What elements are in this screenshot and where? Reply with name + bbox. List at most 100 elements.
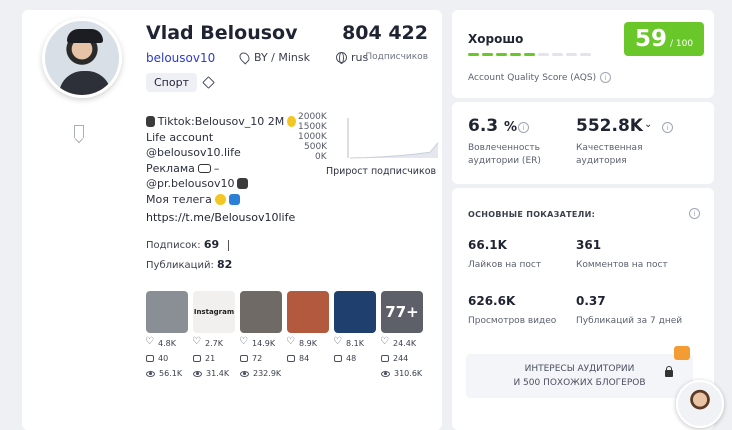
- quality-bar-segment: [510, 53, 521, 56]
- audience-interests-button[interactable]: ИНТЕРЕСЫ АУДИТОРИИ И 500 ПОХОЖИХ БЛОГЕРО…: [466, 354, 693, 398]
- heart-icon: [333, 336, 342, 347]
- post-likes-value: 2.7K: [205, 339, 223, 348]
- views-icon: [146, 370, 155, 377]
- post-thumbnail[interactable]: Instagram: [193, 291, 235, 333]
- y-tick-label: 1500K: [298, 122, 327, 132]
- info-icon[interactable]: i: [662, 122, 673, 133]
- post-item[interactable]: 77+ 24.4K 244 310.6K: [380, 291, 423, 378]
- quality-bar-segment: [482, 53, 493, 56]
- bio-line: Life account: [146, 130, 296, 146]
- bio-text: @belousov10.life: [146, 146, 241, 159]
- emoji-icon: [228, 193, 240, 205]
- post-item[interactable]: 4.8K 40 56.1K: [145, 291, 188, 378]
- category-tag[interactable]: Спорт: [146, 73, 197, 92]
- chevron-down-icon[interactable]: ⌄: [644, 119, 653, 130]
- profile-avatar: [42, 18, 122, 98]
- post-item[interactable]: 14.9K 72 232.9K: [239, 291, 282, 378]
- analytics-panel: Хорошо 59 / 100 Account Quality Score (A…: [452, 10, 714, 430]
- avatar-cap: [67, 29, 103, 43]
- support-avatar-button[interactable]: [676, 380, 724, 428]
- post-comments-value: 84: [299, 354, 310, 363]
- following-stat: Подписок: 69: [146, 238, 230, 251]
- following-value: 69: [203, 238, 220, 251]
- post-item[interactable]: Instagram 2.7K 21 31.4K: [192, 291, 235, 378]
- post-likes: 4.8K: [145, 336, 188, 348]
- views-icon: [193, 370, 202, 377]
- er-unit: %: [504, 120, 518, 135]
- bookmark-icon[interactable]: [74, 125, 84, 138]
- post-comments: 40: [146, 354, 188, 363]
- location-pin-icon: [237, 50, 252, 65]
- bio-line: @pr.belousov10: [146, 176, 296, 192]
- quality-bar-segment: [538, 53, 549, 56]
- bio-line: Моя телега: [146, 192, 296, 208]
- post-thumbnail[interactable]: 77+: [381, 291, 423, 333]
- profile-handle[interactable]: belousov10: [146, 51, 216, 65]
- metrics-card: 6.3 % i Вовлеченность аудитории (ER) 552…: [452, 102, 714, 184]
- emoji-icon: [214, 193, 226, 205]
- key-stats-card: ОСНОВНЫЕ ПОКАЗАТЕЛИ: i 66.1K Лайков на п…: [452, 188, 714, 430]
- post-comments: 84: [287, 354, 329, 363]
- post-thumbnail[interactable]: [146, 291, 188, 333]
- y-tick-label: 2000K: [298, 112, 327, 122]
- location-text: BY / Minsk: [254, 51, 310, 64]
- post-comments-value: 21: [205, 354, 216, 363]
- cta-line: И 500 ПОХОЖИХ БЛОГЕРОВ: [513, 378, 646, 388]
- quality-score: 59: [634, 26, 667, 52]
- post-views-value: 31.4K: [206, 369, 230, 378]
- avatar-body: [59, 71, 111, 95]
- qa-value: 552.8K: [576, 116, 643, 136]
- growth-line: [349, 142, 439, 159]
- heart-icon: [380, 336, 389, 347]
- views-icon: [240, 370, 249, 377]
- bio-text: @pr.belousov10: [146, 177, 235, 190]
- emoji-icon: [287, 116, 296, 128]
- post-comments-value: 48: [346, 354, 357, 363]
- post-thumbnail[interactable]: [287, 291, 329, 333]
- qa-label: Качественная аудитория: [576, 142, 643, 168]
- post-likes-value: 14.9K: [252, 339, 276, 348]
- post-likes: 8.9K: [286, 336, 329, 348]
- location: BY / Minsk: [237, 50, 310, 65]
- quality-score-badge: 59 / 100: [624, 22, 704, 56]
- tv-emoji-icon: [197, 163, 211, 173]
- er-label: Вовлеченность аудитории (ER): [468, 142, 541, 168]
- info-icon[interactable]: i: [600, 72, 612, 83]
- post-comments-value: 244: [393, 354, 409, 363]
- post-views-value: 232.9K: [253, 369, 282, 378]
- posts-7days-value: 0.37: [576, 294, 606, 308]
- crown-icon: [674, 346, 690, 360]
- y-tick-label: 500K: [304, 142, 328, 152]
- posts-stat: Публикаций: 82: [146, 258, 232, 271]
- post-views: 31.4K: [193, 369, 235, 378]
- post-likes: 8.1K: [333, 336, 376, 348]
- quality-bar-segment: [524, 53, 535, 56]
- posts-row: 4.8K 40 56.1K Instagram 2.7K 21 31.4K 14.9K 72 23…: [145, 291, 423, 378]
- post-thumbnail[interactable]: [240, 291, 282, 333]
- comments-per-post-label: Комментов на пост: [576, 260, 668, 270]
- info-icon[interactable]: i: [689, 208, 700, 219]
- growth-chart: [347, 118, 439, 159]
- profile-name: Vlad Belousov: [146, 22, 298, 44]
- post-views: 232.9K: [240, 369, 282, 378]
- bio-dash: –: [213, 161, 220, 175]
- bio-line: @belousov10.life: [146, 145, 296, 161]
- following-label: Подписок:: [146, 240, 201, 251]
- profile-card: Vlad Belousov belousov10 BY / Minsk rus …: [22, 10, 442, 430]
- y-tick-label: 0K: [315, 152, 327, 162]
- profile-link[interactable]: https://t.me/Belousov10life: [146, 211, 296, 224]
- heart-icon: [145, 336, 154, 347]
- post-likes-value: 8.1K: [346, 339, 364, 348]
- post-overlay-text: Instagram: [193, 308, 235, 316]
- post-comments-value: 72: [252, 354, 263, 363]
- post-item[interactable]: 8.1K 48: [333, 291, 376, 378]
- post-comments-value: 40: [158, 354, 169, 363]
- quality-card: Хорошо 59 / 100 Account Quality Score (A…: [452, 10, 714, 98]
- bio-text: Реклама: [146, 161, 195, 175]
- post-thumbnail[interactable]: [334, 291, 376, 333]
- post-views: 310.6K: [381, 369, 423, 378]
- comment-icon: [381, 355, 389, 362]
- info-icon[interactable]: i: [518, 122, 529, 133]
- edit-pencil-icon[interactable]: [202, 76, 215, 89]
- post-item[interactable]: 8.9K 84: [286, 291, 329, 378]
